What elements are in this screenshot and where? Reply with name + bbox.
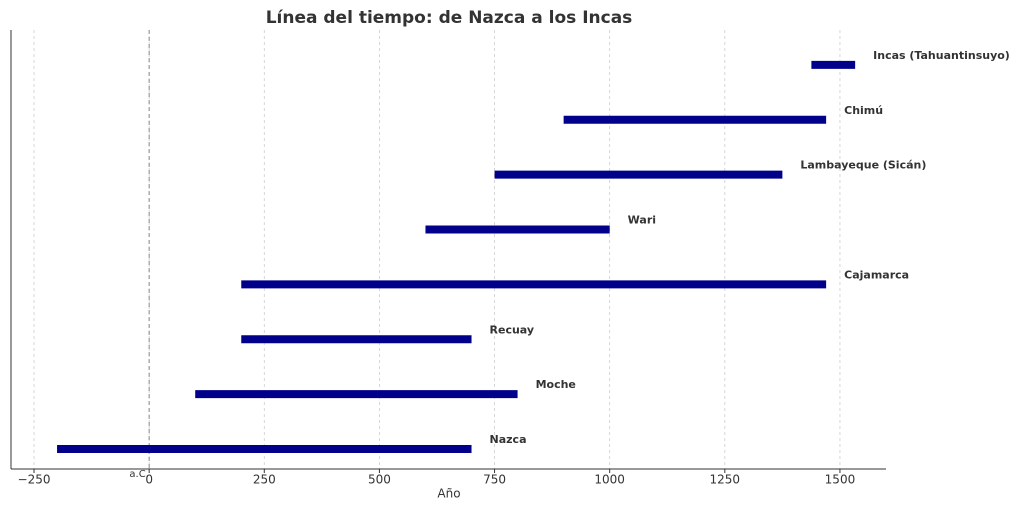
bar-label: Recuay bbox=[490, 323, 535, 336]
bar-label: Nazca bbox=[490, 433, 527, 446]
bar-label: Wari bbox=[628, 214, 656, 227]
x-tick-label: 0 bbox=[145, 473, 153, 487]
bar-label: Incas (Tahuantinsuyo) bbox=[873, 49, 1010, 62]
x-tick-label: 750 bbox=[483, 473, 506, 487]
x-tick-label: 250 bbox=[253, 473, 276, 487]
annotation: a.C. bbox=[129, 469, 148, 480]
x-axis-label: Año bbox=[437, 487, 460, 501]
bar bbox=[811, 60, 856, 69]
bar-label: Lambayeque (Sicán) bbox=[800, 159, 926, 172]
x-tick-label: −250 bbox=[18, 473, 51, 487]
bar bbox=[195, 390, 518, 399]
bar bbox=[241, 280, 827, 289]
bar bbox=[241, 335, 472, 344]
x-tick-label: 1000 bbox=[594, 473, 625, 487]
bar bbox=[494, 170, 783, 179]
bar-label: Moche bbox=[536, 378, 576, 391]
chart-title: Línea del tiempo: de Nazca a los Incas bbox=[266, 8, 633, 28]
bar bbox=[425, 225, 610, 234]
x-tick-label: 1500 bbox=[825, 473, 856, 487]
x-tick-label: 500 bbox=[368, 473, 391, 487]
bar bbox=[57, 445, 472, 453]
x-tick-label: 1250 bbox=[710, 473, 741, 487]
bar bbox=[563, 115, 827, 124]
bar-label: Cajamarca bbox=[844, 268, 909, 281]
bar-label: Chimú bbox=[844, 104, 883, 117]
